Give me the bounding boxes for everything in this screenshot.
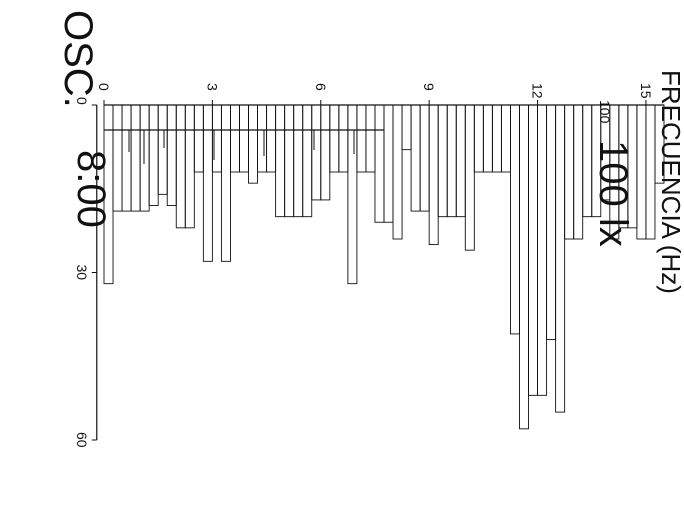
histogram-bin (329, 104, 340, 173)
panel-100lx: 100 lx 100 (104, 100, 635, 247)
histogram-bin (491, 104, 502, 173)
histogram-bin (266, 104, 277, 173)
histogram-bin (582, 104, 593, 218)
histogram-bin (320, 104, 331, 201)
histogram-bin (257, 104, 268, 173)
histogram-bin (302, 104, 313, 218)
histogram-bin (284, 104, 295, 218)
histogram-bin (293, 104, 304, 218)
panel-osc-xtick-label: 6 (313, 83, 329, 91)
histogram-bin (356, 104, 367, 173)
histogram-bin (130, 104, 141, 212)
panel-osc-histogram (103, 104, 665, 430)
panel-osc-xtick-label: 12 (530, 83, 546, 99)
histogram-bin (383, 104, 394, 223)
panel-osc-xtick-label: 3 (204, 83, 220, 91)
histogram-bin (564, 104, 575, 240)
panel-100lx-histogram-fragment (104, 129, 384, 164)
panel-osc-subtitle: 8:00 (69, 150, 113, 228)
histogram-bin (311, 104, 322, 201)
histogram-bin (510, 104, 520, 335)
panel-osc-tick-labels: 0 30 60 0 3 6 9 12 15 (74, 83, 654, 448)
histogram-bin (202, 104, 213, 262)
histogram-bin (645, 104, 656, 240)
histogram-bin (636, 104, 647, 240)
histogram-bin (365, 104, 376, 173)
histogram-bin (347, 104, 358, 285)
histogram-bin (248, 104, 258, 184)
histogram-bin (184, 104, 195, 229)
histogram-bin (519, 104, 529, 430)
panel-osc-title: OSC. (56, 10, 100, 108)
histogram-bin (157, 104, 168, 195)
panel-osc-ytick-label: 60 (74, 432, 90, 448)
histogram-bin (193, 104, 204, 173)
histogram-bin (239, 104, 249, 173)
histogram-bin (166, 104, 177, 206)
panel-100lx-title: 100 lx (591, 140, 635, 247)
panel-osc: OSC. 8:00 0 30 60 0 3 6 9 12 15 (56, 10, 665, 448)
histogram-bin (455, 104, 466, 218)
histogram-bin (482, 104, 493, 173)
histogram-bin (112, 104, 123, 212)
histogram-bin (464, 104, 475, 251)
histogram-bin (555, 104, 566, 413)
histogram-bin (654, 104, 665, 184)
histogram-bin (148, 104, 159, 206)
panel-osc-ytick-label: 30 (74, 265, 90, 281)
panel-100lx-ytick-100: 100 (597, 100, 613, 124)
panel-osc-xtick-label: 15 (638, 83, 654, 99)
histogram-bin (528, 104, 538, 396)
histogram-bin (220, 104, 231, 262)
histogram-bin (275, 104, 286, 218)
frequency-axis-label: FRECUENCIA (Hz) (656, 70, 684, 294)
histogram-bin (500, 104, 511, 173)
histogram-bin (374, 104, 385, 223)
histogram-bin (392, 104, 403, 240)
histogram-bin (473, 104, 484, 173)
panel-osc-xtick-label: 9 (421, 83, 437, 91)
histogram-bin (401, 104, 412, 151)
panel-osc-axes (91, 100, 664, 441)
histogram-bin (537, 104, 548, 396)
histogram-bin (338, 104, 349, 173)
histogram-bin (230, 104, 240, 173)
histogram-bin (121, 104, 132, 212)
panel-osc-ytick-label: 0 (74, 97, 90, 105)
histogram-bin (446, 104, 457, 218)
histogram-bin (573, 104, 584, 240)
panel-osc-xtick-label: 0 (96, 83, 112, 91)
histogram-bin (428, 104, 439, 246)
histogram-bin (437, 104, 448, 218)
histogram-bin (419, 104, 430, 212)
histogram-bin (139, 104, 150, 212)
histogram-bin (175, 104, 186, 229)
rotated-figure: OSC. 8:00 0 30 60 0 3 6 9 12 15 100 lx 100 FRECU… (56, 10, 684, 448)
histogram-bin (410, 104, 421, 212)
histogram-bin (546, 104, 557, 340)
